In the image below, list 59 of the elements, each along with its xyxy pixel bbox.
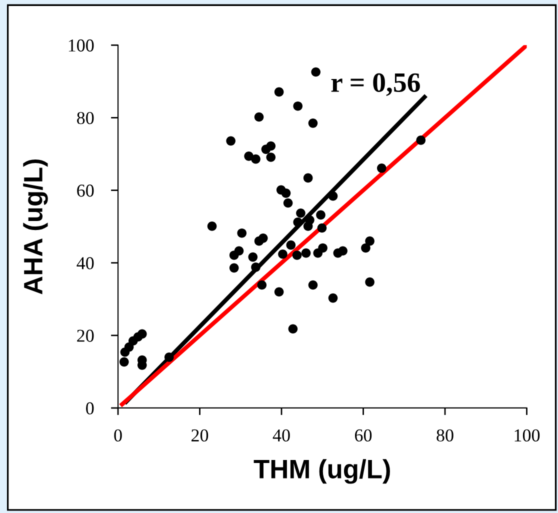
x-tick-label: 60 — [355, 429, 372, 442]
point — [338, 246, 348, 256]
point — [293, 218, 303, 227]
point — [266, 141, 276, 151]
point — [308, 280, 318, 290]
point — [251, 262, 260, 272]
point — [237, 228, 247, 238]
point — [119, 357, 129, 367]
point — [266, 152, 276, 162]
point — [251, 154, 260, 164]
point — [317, 223, 327, 233]
point — [274, 87, 284, 97]
y-axis-title: AHA (ug/L) — [23, 159, 48, 294]
point — [361, 243, 370, 253]
point — [254, 112, 264, 122]
point — [328, 293, 338, 303]
point — [278, 249, 288, 259]
point — [281, 188, 291, 198]
point — [283, 198, 293, 208]
point — [416, 136, 426, 145]
x-tick-label: 40 — [272, 429, 290, 442]
point — [296, 208, 306, 218]
point — [274, 287, 284, 297]
y-tick-label: 0 — [86, 402, 94, 414]
point — [292, 250, 302, 260]
point — [257, 280, 267, 290]
y-tick-label: 80 — [77, 112, 94, 124]
point — [316, 210, 326, 220]
y-tick-label: 20 — [77, 330, 94, 342]
x-tick-label: 20 — [192, 429, 208, 442]
annotation: r = 0,56 — [331, 73, 420, 96]
point — [226, 136, 236, 146]
point — [376, 163, 386, 173]
x-axis-title: THM (ug/L) — [254, 459, 390, 484]
point — [303, 222, 313, 231]
point — [258, 234, 268, 243]
point — [365, 236, 374, 246]
point — [207, 222, 217, 231]
point — [164, 352, 174, 362]
point — [229, 263, 239, 273]
point — [301, 248, 311, 258]
point — [286, 240, 296, 250]
point — [248, 252, 258, 262]
x-tick-label: 0 — [114, 429, 122, 442]
point — [137, 329, 147, 339]
x-tick-label: 80 — [436, 429, 454, 442]
point — [293, 101, 303, 111]
point — [308, 118, 318, 128]
point — [318, 243, 328, 253]
x-tick-label: 100 — [514, 429, 540, 442]
point — [365, 277, 374, 287]
point — [311, 67, 321, 77]
point — [328, 191, 338, 201]
y-tick-label: 60 — [77, 184, 94, 197]
point — [303, 173, 313, 183]
y-tick-label: 100 — [68, 39, 94, 52]
y-tick-label: 40 — [76, 257, 94, 270]
point — [234, 246, 244, 256]
point — [288, 324, 298, 334]
